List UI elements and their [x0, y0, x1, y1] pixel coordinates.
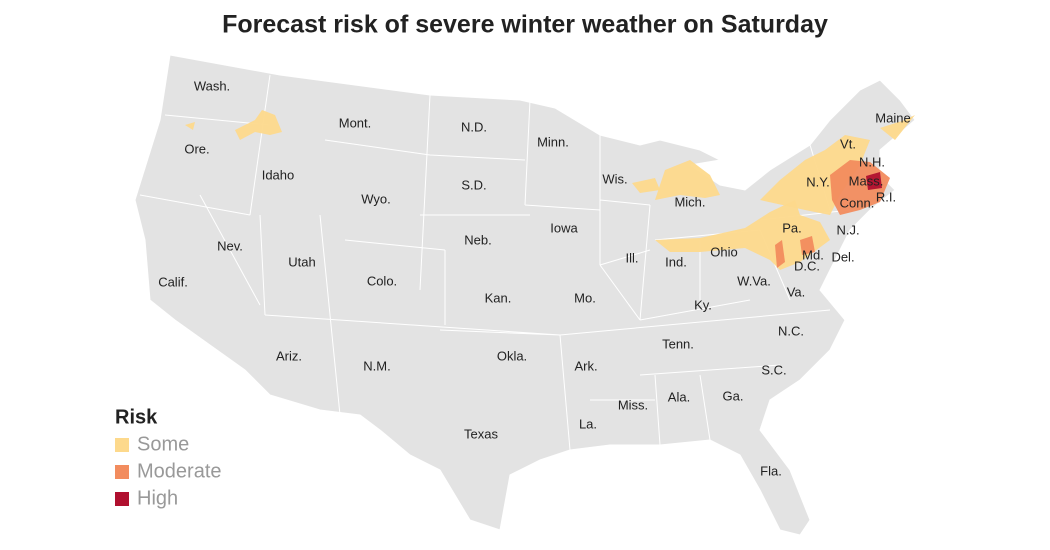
state-label: Ga.	[723, 388, 744, 403]
legend-label: High	[137, 487, 178, 509]
state-label: Idaho	[262, 167, 295, 182]
risk-area	[880, 115, 915, 140]
state-label: Texas	[464, 426, 498, 441]
state-label: Ala.	[668, 389, 690, 404]
state-label: Kan.	[485, 290, 512, 305]
state-borders	[139, 74, 851, 451]
state-label: Mont.	[339, 115, 372, 130]
state-label: S.C.	[761, 362, 786, 377]
state-label: N.C.	[778, 323, 804, 338]
state-label: Miss.	[618, 397, 648, 412]
legend-label: Some	[137, 433, 189, 455]
risk-area	[185, 122, 195, 130]
state-label: Ariz.	[276, 348, 302, 363]
state-label: N.M.	[363, 358, 390, 373]
state-label: Pa.	[782, 220, 802, 235]
risk-area	[655, 200, 830, 270]
risk-areas	[185, 110, 915, 270]
state-label: Ind.	[665, 254, 687, 269]
state-label: Iowa	[550, 220, 578, 235]
state-label: D.C.	[794, 258, 820, 273]
state-label: W.Va.	[737, 273, 771, 288]
state-label: Md.	[802, 247, 824, 262]
state-label: S.D.	[461, 177, 486, 192]
state-label: Conn.	[840, 195, 875, 210]
state-label: Nev.	[217, 238, 243, 253]
state-label: Utah	[288, 254, 315, 269]
state-label: N.Y.	[806, 174, 830, 189]
state-label: Maine	[875, 110, 910, 125]
state-label: N.J.	[836, 222, 859, 237]
state-label: Ark.	[574, 358, 597, 373]
state-labels: Wash. Ore. Idaho Mont. Wyo. N.D. S.D. Minn. Wis.…	[158, 78, 911, 478]
state-label: N.H.	[859, 154, 885, 169]
state-label: Fla.	[760, 463, 782, 478]
state-label: Okla.	[497, 348, 527, 363]
state-label: Minn.	[537, 134, 569, 149]
legend-swatch	[115, 492, 129, 506]
state-label: La.	[579, 416, 597, 431]
risk-area	[775, 240, 785, 268]
state-label: R.I.	[876, 189, 896, 204]
state-label: Wash.	[194, 78, 230, 93]
state-label: Colo.	[367, 273, 397, 288]
state-label: Wyo.	[361, 191, 391, 206]
risk-area	[800, 236, 815, 255]
state-label: Tenn.	[662, 336, 694, 351]
risk-area	[760, 135, 870, 215]
state-label: N.D.	[461, 119, 487, 134]
legend-title: Risk	[115, 406, 158, 428]
risk-area	[655, 160, 720, 200]
state-label: Vt.	[840, 136, 856, 151]
state-label: Calif.	[158, 274, 188, 289]
state-label: Ore.	[184, 141, 209, 156]
state-label: Ohio	[710, 244, 737, 259]
state-label: Wis.	[602, 171, 627, 186]
state-label: Ky.	[694, 297, 712, 312]
legend-swatch	[115, 465, 129, 479]
legend: Risk Some Moderate High	[115, 406, 222, 509]
state-label: Del.	[831, 249, 854, 264]
state-label: Mo.	[574, 290, 596, 305]
risk-area	[235, 110, 282, 140]
state-label: Mass.	[849, 173, 884, 188]
state-label: Ill.	[626, 250, 639, 265]
risk-area	[866, 172, 882, 190]
state-label: Neb.	[464, 232, 491, 247]
legend-swatch	[115, 438, 129, 452]
risk-area	[632, 178, 660, 193]
legend-label: Moderate	[137, 460, 222, 482]
state-label: Mich.	[674, 194, 705, 209]
state-label: Va.	[787, 284, 806, 299]
map-title: Forecast risk of severe winter weather o…	[222, 11, 828, 39]
